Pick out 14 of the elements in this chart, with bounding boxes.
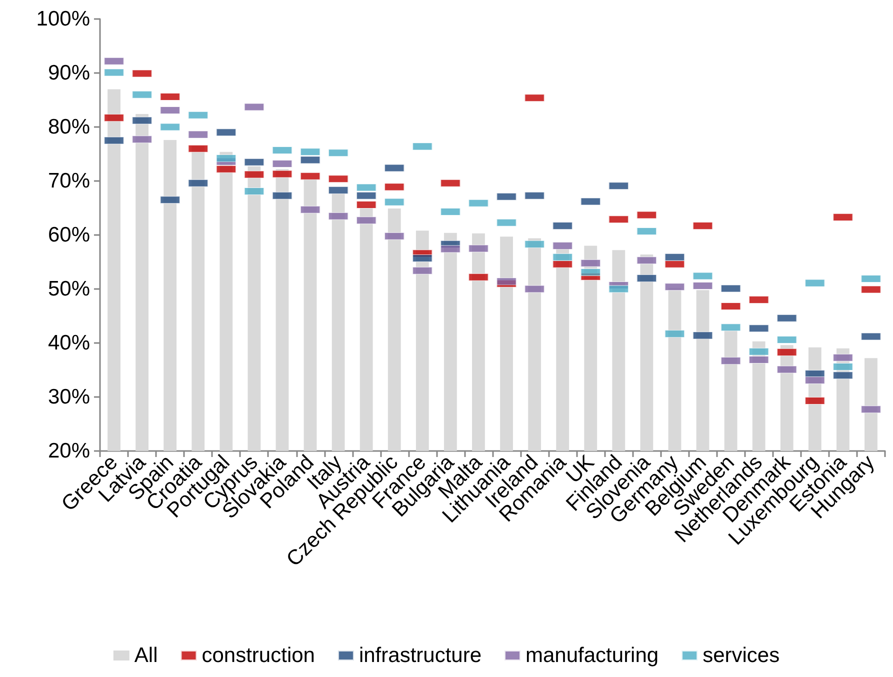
y-tick-label: 30% xyxy=(48,386,90,408)
y-tick-label: 40% xyxy=(48,332,90,354)
y-tick-label: 80% xyxy=(48,116,90,138)
y-tick-label: 50% xyxy=(48,278,90,300)
y-tick-label: 90% xyxy=(48,62,90,84)
legend-label: infrastructure xyxy=(358,644,482,667)
y-tick-label: 20% xyxy=(48,440,90,462)
legend-label: All xyxy=(134,644,158,667)
y-tick-label: 100% xyxy=(36,8,90,30)
y-tick-label: 70% xyxy=(48,170,90,192)
legend-label: services xyxy=(702,644,780,667)
y-tick-label: 60% xyxy=(48,224,90,246)
legend-label: construction xyxy=(202,644,315,667)
legend-label: manufacturing xyxy=(526,644,659,667)
